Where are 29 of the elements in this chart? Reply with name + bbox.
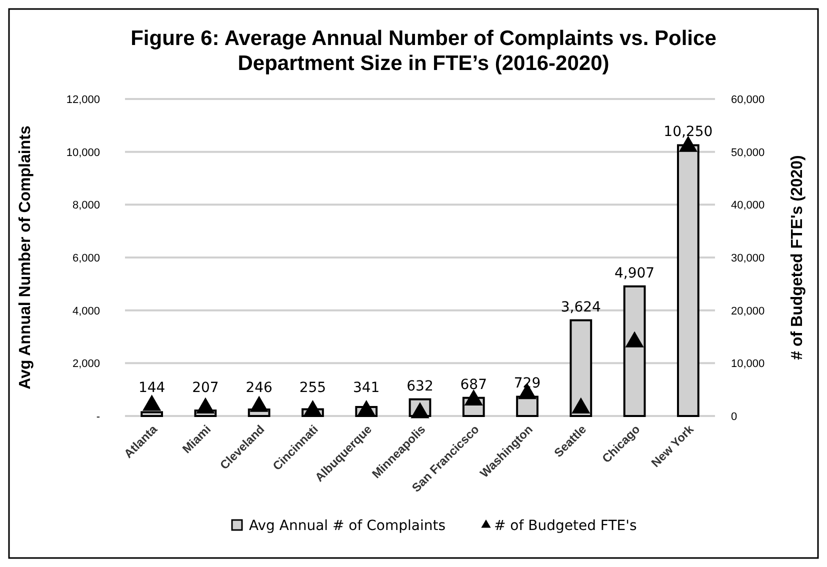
y2-tick-label: 20,000: [731, 305, 765, 318]
y-tick-label: 8,000: [72, 200, 100, 212]
data-label: 144: [138, 380, 166, 396]
y-tick-label: 4,000: [72, 305, 100, 318]
legend-label: # of Budgeted FTE's: [494, 518, 637, 534]
y-tick-label: 2,000: [72, 358, 100, 370]
data-label: 632: [406, 378, 434, 394]
data-label: 246: [246, 380, 273, 396]
data-label: 687: [460, 376, 488, 393]
legend-label: Avg Annual # of Complaints: [249, 518, 446, 534]
data-label: 255: [299, 380, 326, 396]
data-label: 341: [352, 380, 380, 396]
y-axis-title: Avg Annual Number of Complaints: [17, 126, 34, 390]
y2-tick-label: 60,000: [731, 94, 765, 106]
chart-title: Figure 6: Average Annual Number of Complaints vs. Police Department Size in FTE’s (2016-2020): [130, 27, 716, 75]
y2-tick-label: 40,000: [731, 200, 765, 212]
y-tick-label: 10,000: [66, 146, 100, 159]
y-tick-label: -: [96, 411, 100, 423]
y2-tick-label: 0: [731, 411, 738, 423]
y-tick-label: 12,000: [66, 94, 100, 106]
y2-axis-title: # of Budgeted FTE's (2020): [789, 155, 806, 360]
y2-tick-label: 10,000: [731, 358, 765, 370]
y-tick-label: 6,000: [72, 252, 100, 264]
y2-tick-label: 50,000: [731, 146, 765, 159]
data-label: 3,624: [560, 299, 602, 316]
data-label: 207: [192, 380, 219, 396]
data-label: 4,907: [614, 265, 655, 282]
data-label: 10,250: [664, 124, 713, 140]
y2-tick-label: 30,000: [731, 252, 765, 264]
